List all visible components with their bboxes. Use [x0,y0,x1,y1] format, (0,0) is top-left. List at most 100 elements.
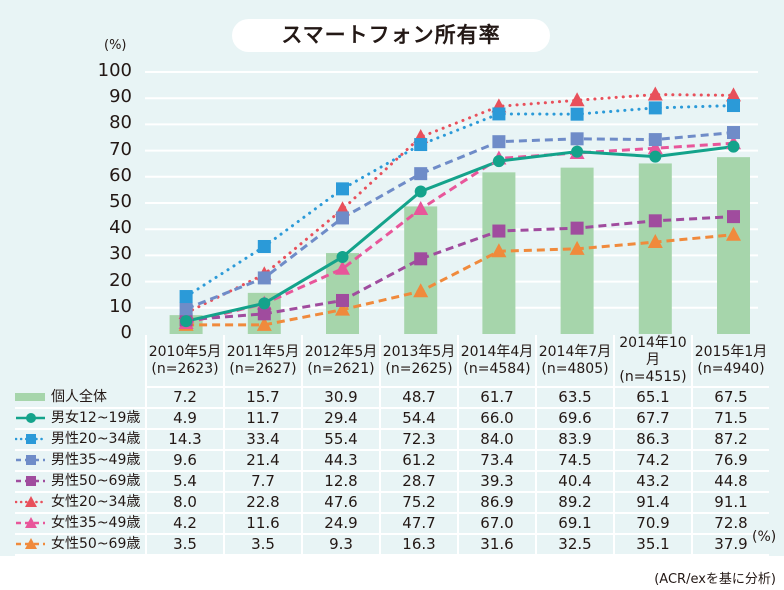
data-cell: 31.6 [457,534,536,556]
data-cell: 44.8 [691,471,769,493]
table-row: 男性35~49歳 9.6 21.4 44.3 61.2 73.4 74.5 74.2 76.9 [15,450,769,472]
category-label: 2013年5月 [382,343,456,360]
legend-triangle [25,517,37,528]
legend-item: 女性20~34歳 [15,492,146,514]
legend-square [26,476,36,486]
data-cell: 4.2 [145,513,224,535]
data-point-square [570,221,584,235]
sample-size-label: (n=2623) [151,360,219,377]
data-cell: 9.3 [301,534,380,556]
plot-area [145,71,758,334]
sample-size-label: (n=4805) [541,360,609,377]
data-cell: 69.1 [535,513,614,535]
category-label: 2014年10月 [619,335,687,368]
data-cell: 12.8 [301,471,380,493]
data-cell: 22.8 [223,492,302,514]
category-label: 2011年5月 [226,343,300,360]
data-point-square [648,101,662,115]
y-tick-label: 0 [120,322,132,343]
data-cell: 70.9 [613,513,692,535]
legend-square [26,455,36,465]
legend-triangle [25,538,37,549]
data-cell: 3.5 [223,534,302,556]
legend-item: 女性50~69歳 [15,534,146,556]
legend-item: 男性20~34歳 [15,429,146,451]
data-cell: 21.4 [223,450,302,472]
chart-title: スマートフォン所有率 [232,19,550,52]
data-point-triangle [335,260,350,275]
data-cell: 75.2 [379,492,458,514]
data-point-square [336,293,349,307]
data-point-square [257,307,271,321]
data-cell: 69.6 [535,408,614,430]
y-tick-label: 70 [109,138,132,160]
data-cell: 55.4 [301,429,380,451]
data-cell: 72.8 [691,513,769,535]
series-line [186,233,734,327]
table-row: 個人全体 7.2 15.7 30.9 48.7 61.7 63.5 65.1 67.5 [15,387,769,409]
y-tick-label: 90 [109,86,132,108]
data-cell: 28.7 [379,471,458,493]
data-cell: 32.5 [535,534,614,556]
data-point-circle [336,250,349,263]
data-point-square [414,138,428,152]
series-name: 女性50~69歳 [51,536,141,552]
data-point-square [414,167,428,181]
y-tick-label: 80 [109,112,132,134]
data-point-circle [414,185,427,198]
legend-triangle [25,496,37,507]
data-point-circle [649,150,662,163]
y-tick-label: 50 [109,191,132,212]
column-header: 2010年5月 (n=2623) [145,335,224,388]
table-row: 男性50~69歳 5.4 7.7 12.8 28.7 39.3 40.4 43.2 44.8 [15,471,769,493]
data-table: 2010年5月 (n=2623) 2011年5月 (n=2627) 2012年5月 (n=… [15,335,769,556]
legend-marker-icon [15,392,45,401]
data-point-circle [258,297,271,310]
data-cell: 14.3 [145,429,224,451]
data-point-circle [180,315,193,328]
data-cell: 4.9 [145,408,224,430]
sample-size-label: (n=4584) [463,360,531,377]
data-cell: 9.6 [145,450,224,472]
table-header-row: 2010年5月 (n=2623) 2011年5月 (n=2627) 2012年5月 (n=… [15,335,769,388]
sample-size-label: (n=2627) [229,360,297,377]
data-point-square [727,210,740,224]
data-cell: 33.4 [223,429,302,451]
y-tick-label: 100 [97,60,132,81]
y-axis-unit-label: (%) [104,38,127,53]
legend-marker-icon [15,496,45,507]
table-row: 男性20~34歳 14.3 33.4 55.4 72.3 84.0 83.9 86.3 87.2 [15,429,769,451]
legend-marker-icon [16,413,45,423]
data-point-square [179,290,193,304]
data-cell: 67.0 [457,513,536,535]
data-point-square [492,224,506,238]
series-name: 女性35~49歳 [51,515,141,531]
data-cell: 3.5 [145,534,224,556]
data-cell: 7.2 [145,387,224,409]
data-cell: 91.1 [691,492,769,514]
data-cell: 71.5 [691,408,769,430]
data-cell: 86.3 [613,429,692,451]
data-cell: 66.0 [457,408,536,430]
data-cell: 72.3 [379,429,458,451]
y-tick-label: 60 [109,164,132,186]
column-header: 2014年10月 (n=4515) [613,335,692,388]
category-label: 2015年1月 [694,343,768,360]
column-header: 2011年5月 (n=2627) [223,335,302,388]
y-tick-label: 10 [109,295,132,317]
data-cell: 40.4 [535,471,614,493]
data-cell: 61.7 [457,387,536,409]
data-cell: 76.9 [691,450,769,472]
data-point-square [570,132,584,146]
data-point-square [727,99,740,113]
data-cell: 74.2 [613,450,692,472]
data-cell: 87.2 [691,429,769,451]
legend-item: 男性35~49歳 [15,450,146,472]
y-tick-label: 40 [109,217,132,239]
data-cell: 43.2 [613,471,692,493]
series-name: 女性20~34歳 [51,494,141,510]
data-cell: 7.7 [223,471,302,493]
data-cell: 35.1 [613,534,692,556]
data-cell: 73.4 [457,450,536,472]
data-cell: 65.1 [613,387,692,409]
